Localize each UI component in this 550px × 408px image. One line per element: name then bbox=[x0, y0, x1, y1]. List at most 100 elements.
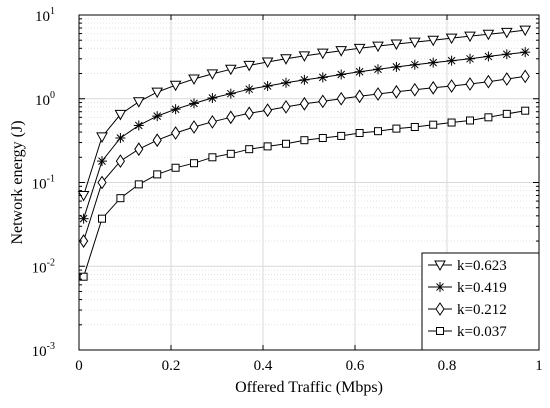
data-point bbox=[262, 80, 273, 91]
series-k-0-623 bbox=[77, 25, 532, 202]
data-point bbox=[428, 80, 438, 95]
data-point bbox=[263, 142, 272, 151]
y-axis-label: Network energy (J) bbox=[9, 120, 26, 244]
data-point bbox=[170, 104, 181, 115]
data-point bbox=[465, 53, 475, 64]
data-point bbox=[502, 72, 512, 86]
series-k-0-419 bbox=[78, 47, 531, 224]
data-point bbox=[446, 79, 457, 93]
data-point bbox=[373, 87, 383, 101]
data-point bbox=[410, 122, 419, 131]
data-point bbox=[519, 25, 532, 37]
data-point bbox=[502, 109, 511, 118]
data-point bbox=[354, 89, 365, 104]
data-point bbox=[245, 145, 254, 154]
data-point bbox=[153, 170, 162, 179]
data-point bbox=[409, 59, 420, 70]
data-point bbox=[226, 110, 236, 125]
grid-lines bbox=[79, 15, 539, 350]
data-point bbox=[483, 51, 494, 62]
data-point bbox=[281, 99, 291, 114]
data-point bbox=[465, 77, 475, 91]
data-point bbox=[114, 109, 127, 121]
data-point bbox=[447, 118, 456, 127]
x-tick-label: 0.4 bbox=[254, 358, 273, 374]
data-point bbox=[262, 103, 273, 118]
x-tick-label: 0.8 bbox=[438, 358, 457, 374]
data-point bbox=[335, 46, 348, 57]
data-point bbox=[520, 69, 530, 84]
data-point bbox=[464, 31, 476, 43]
data-point bbox=[408, 37, 421, 49]
square-marker-icon bbox=[436, 327, 444, 335]
data-point bbox=[466, 116, 474, 125]
data-point bbox=[427, 35, 440, 47]
data-point bbox=[390, 39, 403, 51]
data-point bbox=[337, 131, 346, 140]
data-point bbox=[207, 114, 218, 129]
data-point bbox=[354, 66, 365, 77]
legend-label: k=0.623 bbox=[457, 258, 507, 274]
data-point bbox=[391, 84, 402, 99]
data-point bbox=[134, 142, 144, 157]
data-point bbox=[97, 156, 107, 167]
x-tick-label: 0.2 bbox=[162, 358, 181, 374]
legend-label: k=0.037 bbox=[457, 324, 507, 340]
legend: k=0.623 k=0.419 k=0.212 k=0.037 bbox=[421, 252, 540, 351]
data-point bbox=[410, 82, 420, 97]
legend-entry-k0623: k=0.623 bbox=[428, 258, 507, 274]
data-point bbox=[78, 213, 89, 224]
data-point bbox=[132, 97, 145, 108]
data-point bbox=[299, 96, 310, 111]
data-series bbox=[77, 25, 532, 281]
data-point bbox=[96, 132, 108, 143]
data-point bbox=[336, 91, 346, 106]
data-point bbox=[98, 214, 106, 223]
data-point bbox=[225, 88, 236, 99]
data-point bbox=[224, 64, 237, 76]
legend-entry-k0419: k=0.419 bbox=[428, 280, 507, 296]
diamond-marker bbox=[435, 302, 445, 316]
diamond-marker-icon bbox=[435, 302, 445, 316]
data-point bbox=[116, 194, 125, 203]
data-point bbox=[78, 234, 89, 248]
data-point bbox=[428, 57, 439, 68]
data-point bbox=[151, 87, 164, 99]
data-point bbox=[207, 93, 218, 104]
data-point bbox=[501, 49, 512, 60]
data-point bbox=[500, 27, 513, 39]
legend-label: k=0.419 bbox=[457, 280, 507, 296]
data-point bbox=[484, 113, 493, 122]
data-point bbox=[206, 69, 219, 80]
data-point bbox=[374, 127, 382, 136]
data-point bbox=[392, 124, 401, 133]
star-marker bbox=[435, 282, 445, 292]
data-point bbox=[316, 48, 329, 60]
data-point bbox=[97, 175, 107, 190]
data-point bbox=[482, 29, 495, 41]
data-point bbox=[298, 51, 311, 62]
data-point bbox=[445, 33, 458, 45]
data-point bbox=[208, 153, 217, 162]
data-point bbox=[243, 60, 256, 72]
data-point bbox=[79, 272, 88, 281]
data-point bbox=[189, 120, 199, 134]
triangle-down-marker bbox=[434, 260, 446, 272]
data-point bbox=[317, 72, 328, 83]
data-point bbox=[188, 74, 200, 86]
data-point bbox=[372, 41, 384, 53]
x-axis-label: Offered Traffic (Mbps) bbox=[235, 379, 383, 396]
data-point bbox=[429, 120, 438, 129]
data-point bbox=[446, 55, 457, 66]
data-point bbox=[152, 133, 162, 148]
data-point bbox=[190, 159, 198, 168]
series-k-0-037 bbox=[79, 106, 530, 281]
data-point bbox=[318, 133, 327, 142]
legend-entry-k0037: k=0.037 bbox=[428, 324, 507, 340]
data-point bbox=[171, 163, 180, 172]
data-point bbox=[189, 98, 199, 109]
data-point bbox=[133, 120, 144, 131]
star-marker-icon bbox=[435, 282, 445, 292]
data-point bbox=[391, 61, 402, 72]
